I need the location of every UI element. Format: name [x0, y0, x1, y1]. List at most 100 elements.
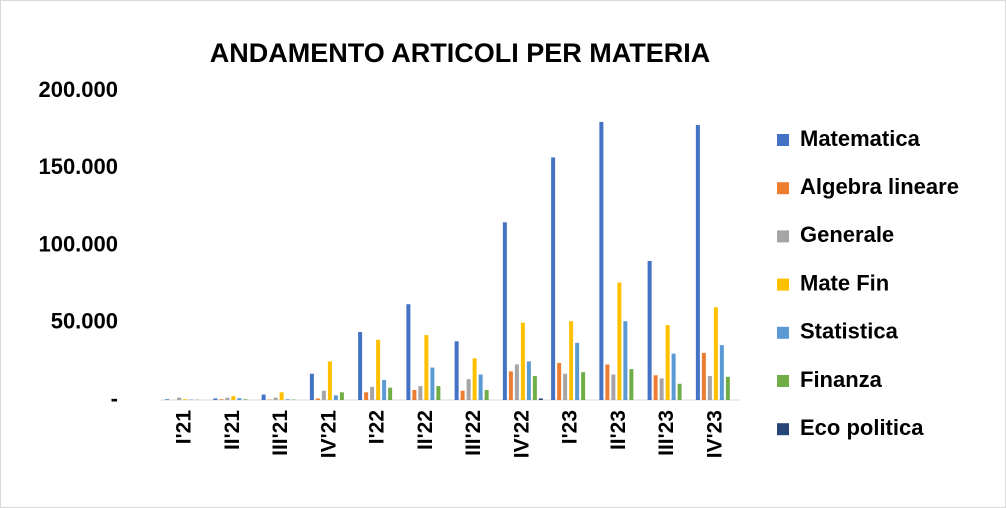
bar — [237, 398, 242, 400]
x-tick-label: IV'21 — [317, 410, 340, 459]
bar — [225, 397, 230, 400]
bar — [358, 332, 363, 400]
bar — [333, 395, 338, 400]
legend-swatch — [777, 375, 789, 387]
bar — [424, 335, 429, 400]
bar — [436, 386, 441, 400]
bar — [707, 376, 712, 400]
bar — [177, 397, 182, 400]
bar — [538, 398, 543, 400]
bar — [315, 398, 320, 400]
bar — [472, 358, 477, 400]
bar — [677, 383, 682, 400]
bar — [364, 392, 369, 400]
bar — [370, 386, 375, 400]
bar — [430, 367, 435, 400]
bar — [551, 157, 556, 400]
bar — [219, 399, 224, 400]
bar — [327, 361, 332, 400]
bar — [279, 392, 284, 400]
y-tick-label: 100.000 — [38, 231, 118, 256]
bar — [725, 376, 730, 400]
legend-swatch — [777, 230, 789, 243]
bar — [647, 260, 652, 400]
bar — [183, 399, 188, 400]
legend-label: Generale — [800, 222, 894, 247]
legend-swatch — [777, 423, 789, 436]
bar — [321, 390, 326, 400]
x-tick-label: II'22 — [414, 410, 437, 450]
bar — [243, 399, 248, 400]
bar — [285, 399, 290, 400]
bar — [719, 345, 724, 400]
x-tick-label: III'22 — [462, 410, 485, 456]
bar — [388, 387, 393, 400]
x-tick-label: I'21 — [173, 410, 196, 445]
legend-label: Statistica — [800, 319, 899, 344]
bar — [611, 374, 616, 400]
bar — [454, 341, 459, 400]
bar — [532, 376, 537, 400]
bar — [460, 390, 465, 400]
bar — [231, 396, 236, 400]
bar — [376, 339, 381, 400]
legend-swatch — [777, 326, 789, 339]
bar — [581, 372, 586, 400]
bar — [466, 379, 471, 400]
bar — [502, 222, 507, 400]
legend-label: Finanza — [800, 367, 883, 392]
legend-swatch — [777, 182, 789, 195]
bar — [653, 375, 658, 400]
bar — [165, 399, 170, 400]
bar — [629, 369, 634, 400]
x-tick-label: I'22 — [366, 410, 389, 444]
bar — [659, 378, 664, 400]
x-tick-label: II'21 — [221, 410, 244, 450]
legend-label: Eco politica — [800, 415, 924, 440]
bar — [418, 386, 423, 400]
y-tick-label: 150.000 — [38, 154, 118, 179]
bar — [671, 353, 676, 400]
x-tick-label: IV'23 — [703, 410, 726, 458]
legend-swatch — [777, 278, 789, 291]
bar — [665, 325, 670, 400]
x-tick-label: III'21 — [269, 410, 292, 456]
bar — [261, 394, 266, 400]
bar — [713, 307, 718, 400]
y-tick-label: - — [111, 386, 118, 411]
bar — [382, 379, 387, 400]
bar — [563, 373, 568, 400]
bar — [273, 397, 278, 400]
bar — [508, 371, 513, 400]
bar — [406, 304, 411, 400]
legend-label: Mate Fin — [800, 270, 889, 295]
bar — [478, 374, 483, 400]
bar — [526, 361, 531, 400]
bar — [569, 321, 574, 400]
bar — [557, 362, 562, 400]
bar — [623, 321, 628, 400]
y-tick-label: 200.000 — [38, 77, 118, 102]
legend-label: Algebra lineare — [800, 174, 959, 199]
bar — [213, 398, 218, 400]
bar — [484, 389, 489, 400]
bar — [701, 352, 706, 400]
bar — [617, 282, 622, 400]
x-tick-label: IV'22 — [510, 410, 533, 458]
bar — [599, 121, 604, 401]
chart-title: ANDAMENTO ARTICOLI PER MATERIA — [210, 38, 711, 68]
bar — [520, 322, 525, 400]
bar — [412, 389, 417, 400]
legend-label: Matematica — [800, 126, 921, 151]
legend-swatch — [777, 134, 789, 146]
bar — [605, 364, 610, 400]
y-tick-label: 50.000 — [51, 309, 118, 334]
bar — [695, 124, 700, 401]
bar — [514, 364, 519, 400]
bar — [309, 373, 314, 400]
bar — [575, 342, 580, 400]
bar — [339, 392, 344, 400]
x-tick-label: I'23 — [559, 410, 582, 444]
x-tick-label: II'23 — [607, 410, 630, 450]
